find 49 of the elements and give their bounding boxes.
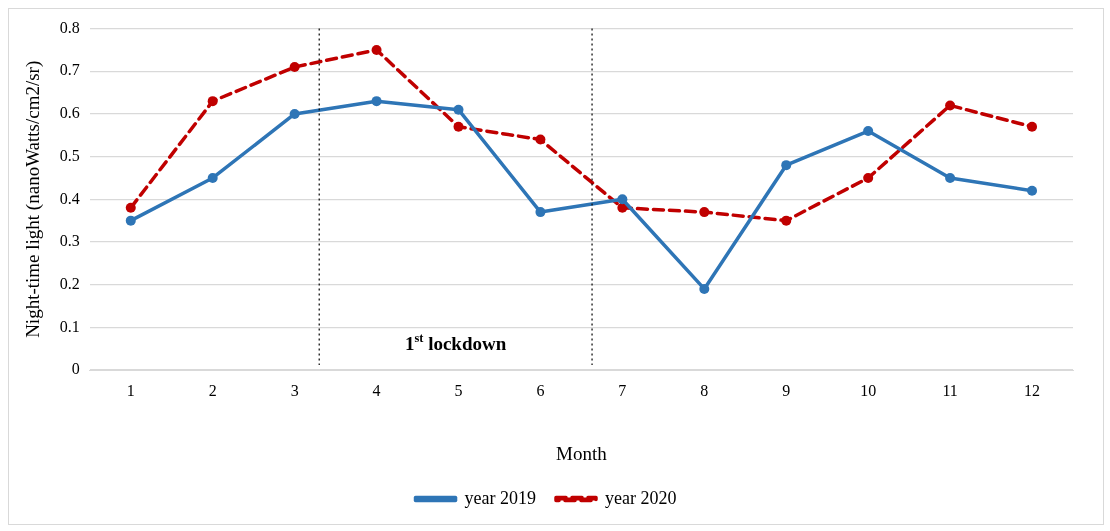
- y-axis-title: Night-time light (nanoWatts/cm2/sr): [22, 60, 45, 338]
- y-tick-label: 0.6: [59, 104, 80, 122]
- y-tick-label: 0.7: [59, 61, 80, 79]
- y-tick-label: 0: [71, 360, 80, 378]
- x-tick-label: 11: [942, 381, 958, 399]
- x-tick-label: 6: [536, 381, 545, 399]
- y-tick-label: 0.2: [59, 274, 80, 292]
- point: [453, 104, 464, 115]
- x-tick-label: 4: [372, 381, 381, 399]
- y-tick-label: 0.1: [59, 317, 80, 335]
- y-tick-label: 0.8: [59, 18, 80, 36]
- x-tick-label: 2: [208, 381, 217, 399]
- y-tick-label: 0.3: [59, 232, 80, 250]
- point: [125, 215, 136, 226]
- x-axis-title: Month: [556, 442, 608, 464]
- x-tick-label: 3: [290, 381, 299, 399]
- legend-label: year 2019: [464, 487, 537, 508]
- point: [371, 44, 382, 55]
- point: [945, 100, 956, 111]
- point: [289, 108, 300, 119]
- x-tick-label: 1: [126, 381, 135, 399]
- point: [699, 283, 710, 294]
- y-tick-label: 0.5: [59, 146, 80, 164]
- point: [781, 215, 792, 226]
- point: [945, 172, 956, 183]
- point: [699, 207, 710, 218]
- legend-label: year 2020: [605, 487, 677, 508]
- point: [453, 121, 464, 132]
- x-tick-label: 10: [860, 381, 877, 399]
- point: [207, 96, 218, 107]
- point: [125, 202, 136, 213]
- point: [207, 172, 218, 183]
- point: [1027, 121, 1038, 132]
- point: [863, 172, 874, 183]
- point: [617, 202, 628, 213]
- point: [371, 96, 382, 107]
- x-tick-label: 5: [454, 381, 463, 399]
- point: [535, 134, 546, 145]
- point: [1027, 185, 1038, 196]
- x-tick-label: 12: [1024, 381, 1041, 399]
- y-tick-label: 0.4: [59, 189, 80, 207]
- point: [617, 194, 628, 205]
- point: [781, 160, 792, 171]
- point: [289, 62, 300, 73]
- x-tick-label: 7: [618, 381, 627, 399]
- point: [863, 126, 874, 137]
- x-tick-label: 8: [700, 381, 709, 399]
- x-tick-label: 9: [782, 381, 791, 399]
- point: [535, 207, 546, 218]
